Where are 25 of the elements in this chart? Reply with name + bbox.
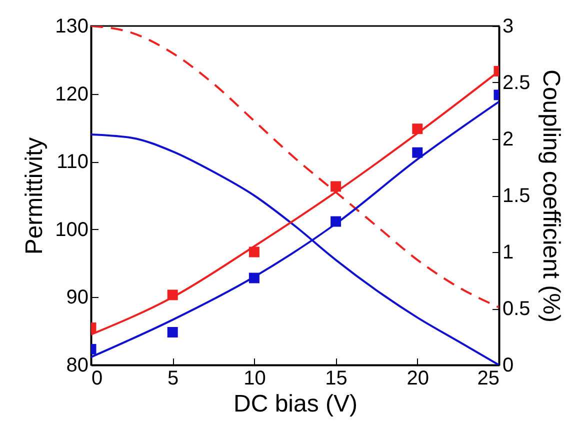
y-tick-label: 120 (55, 83, 88, 106)
x-tick-label: 5 (168, 368, 179, 390)
y2-tick-label: 1.5 (502, 185, 530, 207)
x-tick-label: 15 (325, 368, 348, 390)
x-tick-label: 20 (406, 368, 430, 390)
point (248, 246, 260, 258)
y-tick-label: 90 (66, 286, 88, 309)
x-tick-label: 25 (477, 368, 500, 390)
y-tick-label: 100 (55, 218, 88, 241)
y2-axis-title: Coupling coefficient (%) (537, 69, 564, 323)
x-tick-label: 10 (244, 368, 266, 390)
y-tick-label: 110 (56, 151, 88, 174)
x-tick-label: 0 (92, 368, 103, 390)
y2-tick-label: 1 (502, 242, 514, 264)
y2-tick-label: 2.5 (502, 72, 530, 94)
y2-tick-label: 0.5 (502, 298, 530, 320)
y-tick-label: 80 (66, 354, 88, 376)
x-axis-title: DC bias (V) (233, 390, 358, 418)
y2-tick-label: 2 (502, 128, 514, 150)
y2-tick-label: 3 (502, 16, 514, 38)
point (248, 272, 260, 284)
y-tick-label: 130 (55, 16, 88, 38)
point (330, 216, 342, 227)
y-axis-title: Permittivity (21, 137, 48, 255)
point (330, 181, 342, 192)
